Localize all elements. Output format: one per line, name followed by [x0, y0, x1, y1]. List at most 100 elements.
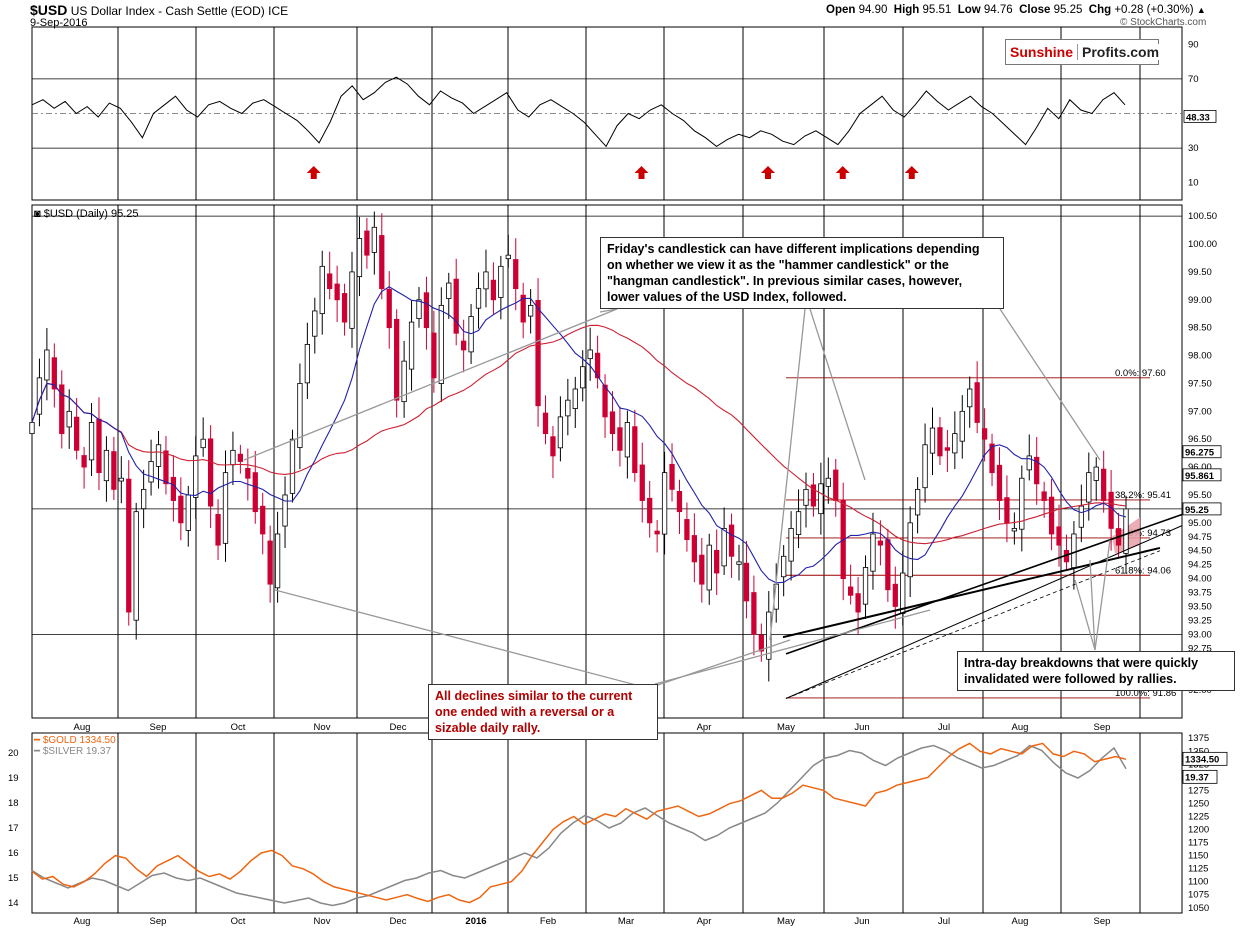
- candle-body: [944, 447, 951, 451]
- candle-body: [483, 271, 489, 290]
- metals-month-label: Nov: [314, 916, 331, 927]
- ma-short-line: [31, 286, 1127, 584]
- rsi-last-value: 48.33: [1186, 112, 1210, 123]
- candle-body: [118, 477, 124, 482]
- candle-body: [148, 461, 154, 483]
- candle-body: [475, 288, 482, 309]
- candle-body: [371, 226, 377, 253]
- gold-line: [31, 742, 1127, 904]
- fib-label: 50.0%: 94.73: [1115, 528, 1171, 539]
- candle-body: [155, 444, 162, 467]
- gold-tick-label: 1100: [1188, 877, 1208, 888]
- candle-body: [200, 438, 206, 449]
- candle-body: [446, 282, 452, 299]
- up-arrow-icon: [761, 166, 775, 179]
- candle-body: [699, 554, 705, 585]
- candle-body: [877, 540, 884, 546]
- price-month-label: Sep: [1094, 722, 1111, 733]
- candle-body: [438, 304, 444, 384]
- callout-pointer: [654, 609, 931, 685]
- candle-body: [609, 411, 616, 435]
- rsi-tick-label: 30: [1188, 143, 1199, 154]
- fib-label: 61.8%: 94.06: [1115, 565, 1171, 576]
- candle-body: [461, 340, 467, 351]
- price-month-label: Oct: [231, 722, 246, 733]
- price-marker-label: 95.861: [1185, 471, 1215, 482]
- silver-line: [31, 744, 1127, 907]
- candle-body: [542, 412, 549, 435]
- price-marker-label: 96.275: [1185, 448, 1215, 459]
- price-month-label: Aug: [74, 722, 91, 733]
- candle-body: [580, 366, 586, 389]
- candle-body: [193, 455, 199, 498]
- candle-body: [1078, 505, 1084, 528]
- price-tick-label: 100.00: [1188, 239, 1217, 250]
- candle-body: [44, 349, 50, 381]
- candle-body: [565, 399, 571, 417]
- metals-legend: ━ $GOLD 1334.50 ━ $SILVER 19.37: [34, 735, 116, 757]
- candle-body: [96, 418, 102, 474]
- callout-pointer: [243, 308, 618, 461]
- candle-body: [535, 299, 541, 407]
- candle-body: [103, 449, 110, 482]
- chg-up-icon: ▲: [1196, 5, 1206, 15]
- candle-body: [1123, 508, 1129, 554]
- callout-pointer: [809, 308, 866, 481]
- candle-body: [721, 528, 727, 567]
- price-marker-box: [1182, 468, 1222, 482]
- candle-body: [527, 304, 534, 317]
- silver-tick-label: 16: [8, 848, 19, 859]
- price-month-label: Apr: [697, 722, 712, 733]
- low-label: Low: [957, 4, 981, 16]
- candle-body: [825, 477, 831, 487]
- candle-body: [1034, 456, 1040, 485]
- candle-body: [245, 467, 251, 479]
- sunshine-profits-logo: Sunshine Profits.com: [1005, 39, 1164, 65]
- candle-body: [1093, 466, 1099, 481]
- candle-body: [74, 416, 80, 451]
- callout-pointer: [599, 308, 618, 313]
- metals-month-label: Aug: [74, 916, 91, 927]
- candle-body: [126, 478, 132, 613]
- metals-month-label: Jun: [854, 916, 869, 927]
- gold-tick-label: 1375: [1188, 733, 1209, 744]
- candle-body: [267, 540, 273, 585]
- price-tick-label: 94.75: [1188, 532, 1212, 543]
- chart-symbol-line: $USD US Dollar Index - Cash Settle (EOD)…: [30, 2, 288, 18]
- price-tick-label: 98.50: [1188, 323, 1212, 334]
- price-tick-label: 96.00: [1188, 462, 1212, 473]
- candle-body: [758, 634, 764, 652]
- metals-month-label: 2016: [465, 916, 486, 927]
- candle-body: [587, 349, 593, 360]
- price-tick-label: 93.25: [1188, 615, 1212, 626]
- price-tick-label: 99.50: [1188, 267, 1212, 278]
- gold-tick-label: 1150: [1188, 851, 1208, 862]
- candle-body: [133, 511, 139, 621]
- candle-body: [237, 453, 244, 462]
- candle-body: [66, 410, 72, 428]
- chart-date: 9-Sep-2016: [30, 17, 88, 29]
- price-tick-label: 97.00: [1188, 406, 1212, 417]
- candle-body: [520, 294, 526, 323]
- price-tick-label: 96.50: [1188, 434, 1212, 445]
- candle-body: [349, 271, 355, 329]
- high-value: 95.51: [922, 4, 952, 16]
- callout-friday-candlestick: Friday's candlestick can have different …: [600, 237, 1004, 309]
- low-value: 94.76: [983, 4, 1013, 16]
- candle-body: [654, 530, 660, 535]
- candle-body: [282, 494, 288, 527]
- ma-long-line: [31, 324, 1127, 545]
- candle-body: [319, 265, 325, 315]
- candle-body: [401, 360, 407, 403]
- candle-body: [661, 472, 668, 535]
- rsi-line: [31, 76, 1126, 148]
- open-label: Open: [826, 4, 856, 16]
- silver-legend-name: $SILVER: [42, 746, 84, 757]
- price-month-label: Jul: [938, 722, 950, 733]
- candle-body: [907, 522, 913, 578]
- price-tick-label: 92.75: [1188, 643, 1212, 654]
- gold-tick-label: 1075: [1188, 890, 1209, 901]
- gold-tick-label: 1050: [1188, 903, 1209, 914]
- price-tick-label: 99.00: [1188, 295, 1212, 306]
